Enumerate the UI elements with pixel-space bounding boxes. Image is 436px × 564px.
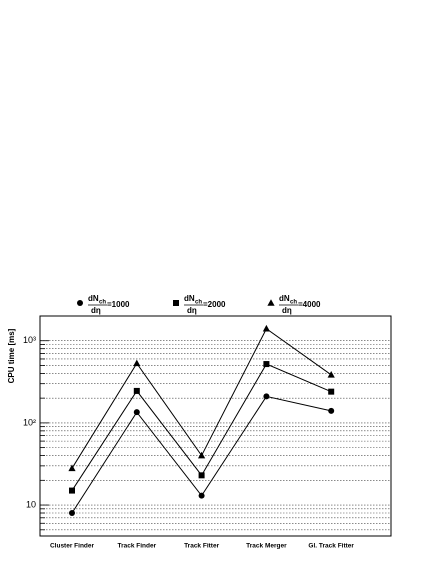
x-tick-label: Cluster Finder <box>50 543 95 550</box>
legend-numerator: dN <box>279 294 290 303</box>
legend-subscript: ch <box>99 300 106 306</box>
marker <box>263 361 270 368</box>
y-axis-label: CPU time [ms] <box>7 328 16 383</box>
marker <box>68 464 76 472</box>
legend-subscript: ch <box>290 300 297 306</box>
x-tick-label: Track Merger <box>246 543 287 550</box>
plot-frame <box>39 315 392 537</box>
series-line <box>71 363 332 491</box>
legend-denominator: dη <box>91 306 101 315</box>
marker <box>77 300 83 306</box>
legend-subscript: ch <box>195 300 202 306</box>
x-tick-label: Track Fitter <box>184 543 220 550</box>
marker <box>198 472 205 479</box>
marker <box>69 510 75 517</box>
y-tick-label: 10² <box>23 417 36 427</box>
marker <box>328 407 335 414</box>
marker <box>133 359 141 367</box>
legend-label: =4000 <box>298 300 321 309</box>
legend-label: =1000 <box>107 300 130 309</box>
marker <box>133 409 140 416</box>
marker <box>198 492 205 499</box>
marker <box>198 451 206 459</box>
marker <box>327 370 335 378</box>
marker <box>262 324 270 332</box>
x-tick-label: Track Finder <box>117 543 156 550</box>
legend-label: =2000 <box>203 300 226 309</box>
legend-denominator: dη <box>282 306 292 315</box>
marker <box>173 300 179 306</box>
x-tick-label: Gl. Track Fitter <box>308 543 354 550</box>
legend-denominator: dη <box>187 306 197 315</box>
marker <box>267 299 275 306</box>
legend-numerator: dN <box>88 294 99 303</box>
marker <box>263 393 270 400</box>
marker <box>328 388 335 395</box>
y-tick-label: 10³ <box>23 335 36 345</box>
y-tick-label: 10 <box>26 499 36 509</box>
marker <box>69 487 75 494</box>
legend-numerator: dN <box>184 294 195 303</box>
marker <box>133 387 140 394</box>
